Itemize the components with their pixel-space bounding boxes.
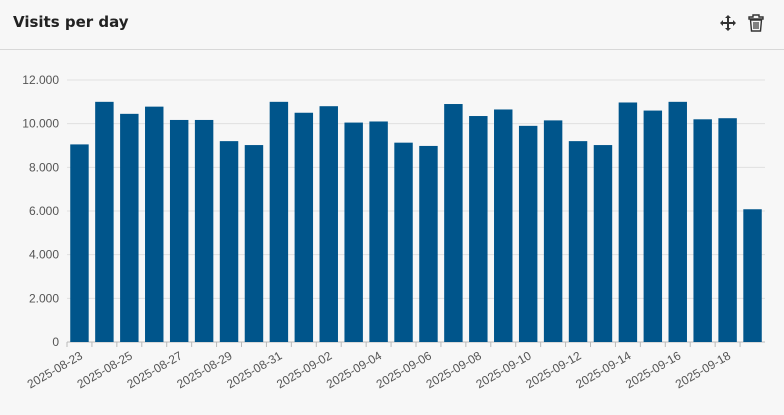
widget-title: Visits per day (13, 13, 129, 31)
bar (593, 145, 613, 342)
x-tick-label: 2025-09-16 (623, 348, 683, 391)
bar (95, 101, 114, 342)
x-tick-label: 2025-08-29 (174, 348, 234, 391)
bar (743, 209, 762, 342)
bar (194, 119, 214, 342)
x-tick-label: 2025-09-10 (474, 348, 534, 391)
bar (369, 121, 388, 342)
bar (145, 106, 164, 343)
x-tick-label: 2025-09-02 (274, 348, 334, 391)
y-tick-label: 0 (52, 335, 59, 349)
y-tick-label: 4.000 (29, 248, 59, 262)
bar (120, 113, 139, 342)
bar (494, 109, 513, 342)
widget-header: Visits per day (0, 0, 784, 50)
bar (668, 101, 687, 342)
y-tick-label: 10.000 (22, 117, 59, 131)
y-tick-label: 12.000 (22, 73, 59, 87)
x-tick-label: 2025-09-08 (424, 348, 484, 391)
y-tick-label: 6.000 (29, 204, 59, 218)
bar (444, 104, 463, 342)
x-tick-label: 2025-08-31 (224, 348, 284, 391)
y-tick-label: 8.000 (29, 160, 59, 174)
bar (219, 141, 239, 342)
bar (643, 110, 663, 342)
bar (319, 106, 338, 342)
bar (70, 144, 89, 342)
bar (543, 120, 563, 343)
bar (518, 125, 538, 342)
bar (568, 141, 588, 342)
bar (693, 119, 712, 342)
x-tick-label: 2025-09-18 (673, 348, 733, 391)
bar (469, 116, 488, 343)
bar (618, 102, 638, 342)
bar (294, 112, 314, 342)
x-tick-label: 2025-09-04 (324, 348, 384, 391)
bar (419, 145, 438, 342)
move-icon[interactable] (719, 14, 737, 32)
x-tick-label: 2025-08-23 (25, 348, 85, 391)
bar (718, 118, 737, 342)
x-tick-label: 2025-09-14 (573, 348, 633, 391)
bar (244, 145, 264, 342)
bar (394, 142, 413, 342)
x-tick-label: 2025-09-06 (374, 348, 434, 391)
delete-icon[interactable] (748, 14, 764, 32)
x-tick-label: 2025-08-27 (125, 348, 185, 391)
x-tick-label: 2025-09-12 (523, 348, 583, 391)
bar (169, 119, 189, 342)
chart: 0 2.000 4.000 6.000 8.000 10.000 12.000 2025-08… (22, 73, 765, 391)
bar (269, 101, 289, 342)
bar (344, 122, 363, 342)
y-tick-label: 2.000 (29, 291, 59, 305)
x-tick-label: 2025-08-25 (75, 348, 135, 391)
